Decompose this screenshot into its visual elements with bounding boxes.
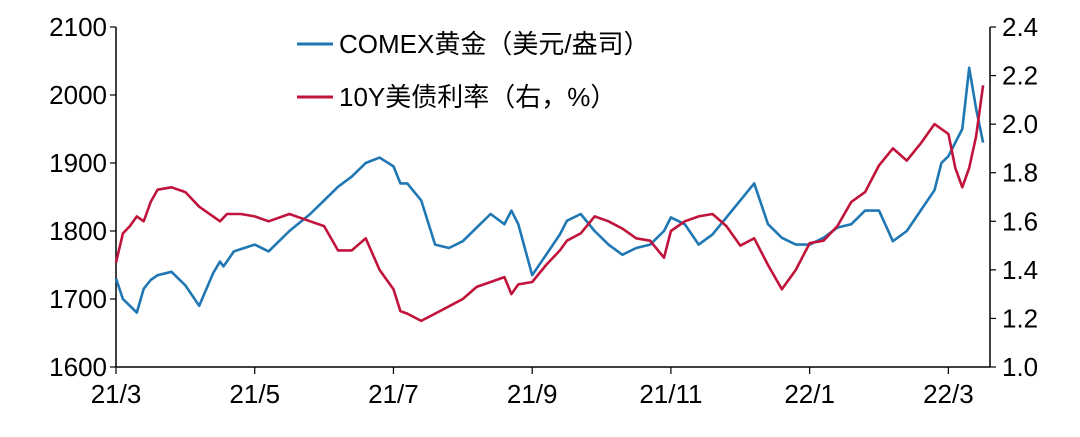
x-tick-label: 21/7 xyxy=(368,379,419,409)
y-left-tick-label: 1600 xyxy=(49,352,107,382)
y-right-tick-label: 1.6 xyxy=(1002,206,1038,236)
y-left-tick-label: 1800 xyxy=(49,216,107,246)
x-tick-label: 21/11 xyxy=(639,379,702,409)
y-left-tick-label: 2000 xyxy=(49,80,107,110)
y-left-tick-label: 2100 xyxy=(49,12,107,42)
legend-label-yield: 10Y美债利率（右，%） xyxy=(339,82,616,112)
x-tick-label: 21/3 xyxy=(91,379,142,409)
treasury-yield-line xyxy=(114,85,985,323)
x-tick-label: 21/5 xyxy=(229,379,280,409)
y-right-tick-label: 1.2 xyxy=(1002,303,1038,333)
legend: COMEX黄金（美元/盎司） 10Y美债利率（右，%） xyxy=(297,29,650,112)
x-tick-label: 22/3 xyxy=(923,379,974,409)
legend-label-gold: COMEX黄金（美元/盎司） xyxy=(339,29,650,59)
y-right-tick-label: 2.0 xyxy=(1002,109,1038,139)
y-left-tick-label: 1900 xyxy=(49,148,107,178)
series-lines xyxy=(114,66,985,323)
y-right-tick-label: 1.0 xyxy=(1002,352,1038,382)
axes: 1600 1700 1800 1900 2000 2100 1.0 1.2 1.4 1.6 1.8 2… xyxy=(49,12,1038,409)
x-tick-label: 21/9 xyxy=(507,379,558,409)
y-right-tick-label: 2.2 xyxy=(1002,61,1038,91)
gold-price-line xyxy=(114,66,985,314)
y-right-tick-label: 1.4 xyxy=(1002,255,1038,285)
y-right-tick-label: 2.4 xyxy=(1002,12,1038,42)
y-right-tick-label: 1.8 xyxy=(1002,158,1038,188)
x-tick-label: 22/1 xyxy=(784,379,835,409)
y-left-tick-label: 1700 xyxy=(49,284,107,314)
